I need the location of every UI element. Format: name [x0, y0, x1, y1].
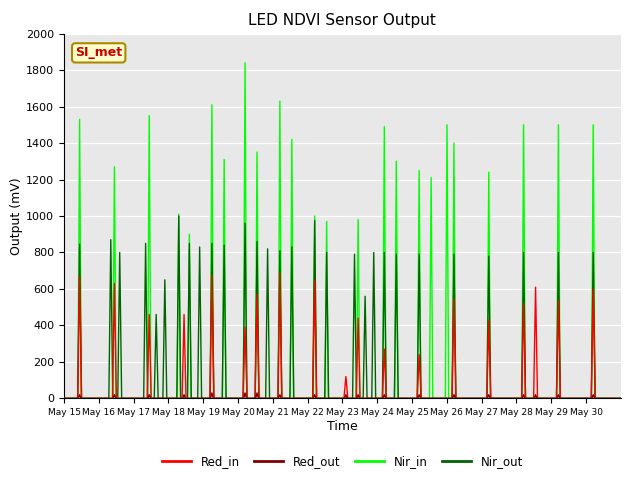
Red_in [331, 396, 339, 401]
Line: Nir_in: Nir_in [64, 63, 621, 398]
Red_out [60, 396, 68, 401]
Red_out [331, 396, 339, 401]
Nir_in [617, 396, 625, 401]
Nir_in [88, 396, 96, 401]
Red_out [601, 396, 609, 401]
Red_in [601, 396, 609, 401]
Line: Nir_out: Nir_out [64, 216, 621, 398]
Nir_in [601, 396, 609, 401]
Red_in [60, 396, 68, 401]
Line: Red_out: Red_out [64, 393, 621, 398]
X-axis label: Time: Time [327, 420, 358, 433]
Nir_out [316, 396, 324, 401]
Nir_out [499, 396, 506, 401]
Red_out [617, 396, 625, 401]
Nir_out [175, 213, 182, 219]
Red_in [499, 396, 506, 401]
Y-axis label: Output (mV): Output (mV) [10, 177, 24, 255]
Nir_in [60, 396, 68, 401]
Text: SI_met: SI_met [75, 47, 122, 60]
Nir_out [617, 396, 625, 401]
Red_in [88, 396, 96, 401]
Nir_out [601, 396, 609, 401]
Red_out [601, 396, 609, 401]
Line: Red_in: Red_in [64, 273, 621, 398]
Red_out [499, 396, 506, 401]
Nir_in [316, 396, 324, 401]
Red_in [601, 396, 609, 401]
Nir_out [88, 396, 96, 401]
Nir_in [331, 396, 339, 401]
Nir_in [499, 396, 506, 401]
Nir_out [331, 396, 339, 401]
Red_in [276, 270, 284, 276]
Legend: Red_in, Red_out, Nir_in, Nir_out: Red_in, Red_out, Nir_in, Nir_out [157, 450, 528, 473]
Title: LED NDVI Sensor Output: LED NDVI Sensor Output [248, 13, 436, 28]
Red_out [316, 396, 324, 401]
Red_in [617, 396, 625, 401]
Nir_in [601, 396, 609, 401]
Nir_in [241, 60, 249, 66]
Red_out [88, 396, 96, 401]
Red_out [208, 390, 216, 396]
Nir_out [60, 396, 68, 401]
Nir_out [601, 396, 609, 401]
Red_in [316, 396, 324, 401]
